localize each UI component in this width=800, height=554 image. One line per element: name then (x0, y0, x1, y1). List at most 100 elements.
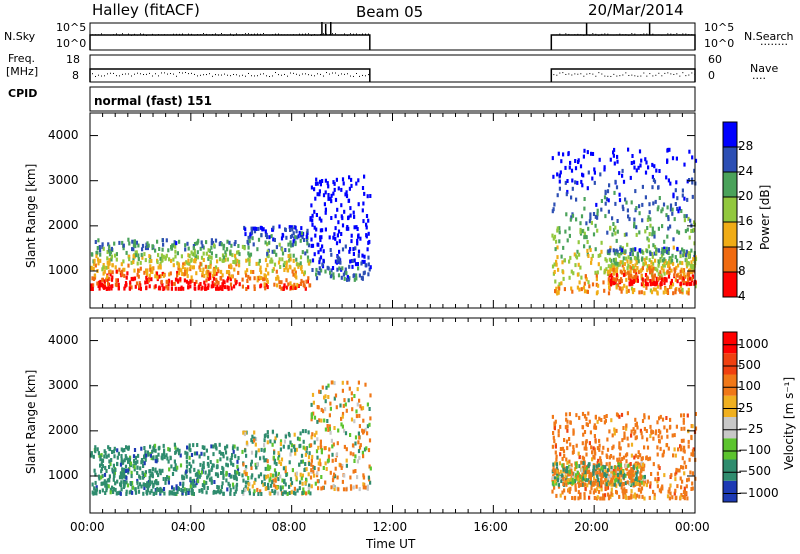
velocity-cell (196, 479, 199, 484)
power-cell (329, 196, 332, 201)
power-cell (669, 281, 672, 286)
velocity-cell (252, 491, 255, 496)
velocity-scale-tick-label: 1000 (738, 336, 769, 351)
velocity-cell (192, 443, 195, 448)
velocity-cell (642, 482, 645, 487)
velocity-cell (279, 474, 282, 479)
nsearch-dot (233, 34, 234, 36)
velocity-cell (645, 456, 648, 461)
power-scale-tick-label: 28 (738, 139, 754, 153)
velocity-ylabel: Slant Range [km] (24, 369, 38, 474)
power-cell (108, 261, 111, 266)
power-cell (307, 261, 310, 266)
power-cell (266, 285, 269, 290)
power-cell (165, 253, 168, 258)
velocity-cell (263, 438, 266, 443)
power-cell (202, 258, 205, 262)
power-cell (289, 240, 292, 245)
velocity-cell (105, 486, 108, 491)
power-cell (347, 198, 351, 203)
power-cell (353, 214, 356, 219)
power-cell (222, 243, 226, 248)
velocity-cell (241, 489, 244, 494)
power-cell (367, 272, 370, 277)
velocity-cell (624, 473, 627, 478)
power-cell (250, 226, 253, 231)
power-cell (579, 221, 582, 226)
nsearch-dot (368, 33, 369, 35)
power-cell (680, 209, 683, 213)
velocity-cell (230, 461, 233, 466)
velocity-cell (193, 467, 196, 472)
power-cell (336, 207, 339, 212)
velocity-cell (304, 446, 307, 451)
power-cell (199, 282, 202, 286)
power-cell (178, 267, 181, 272)
velocity-scale-frame (722, 331, 738, 503)
velocity-cell (343, 428, 346, 433)
power-cell (247, 245, 250, 250)
power-cell (204, 264, 207, 269)
power-cell (361, 208, 364, 213)
power-cell (612, 222, 615, 226)
power-cell (111, 284, 114, 289)
power-cell (303, 284, 306, 289)
velocity-cell (584, 474, 587, 479)
nave-dot (125, 73, 126, 75)
power-cell (638, 290, 641, 295)
power-cell (653, 244, 657, 249)
power-scale-tick-label: 4 (738, 289, 746, 303)
velocity-cell (623, 431, 626, 436)
nsearch-dot (308, 33, 309, 35)
power-cell (345, 190, 348, 195)
velocity-cell (251, 484, 254, 489)
power-cell (196, 255, 199, 260)
velocity-cell (565, 466, 568, 471)
velocity-cell (562, 467, 565, 472)
velocity-cell (635, 435, 638, 440)
power-cell (169, 271, 172, 276)
power-cell (689, 218, 692, 223)
power-scale-tick-label: 8 (738, 264, 746, 278)
power-cell (690, 248, 693, 253)
nsearch-dot (173, 33, 174, 35)
power-cell (635, 206, 638, 210)
power-cell (228, 240, 231, 245)
velocity-cell (666, 428, 669, 433)
velocity-cell (649, 424, 652, 429)
power-cell (677, 209, 680, 214)
power-cell (233, 267, 236, 272)
power-cell (217, 286, 221, 291)
nave-dot (107, 73, 108, 75)
velocity-cell (154, 467, 157, 472)
power-cell (596, 228, 599, 233)
velocity-cell (145, 453, 148, 458)
velocity-cell (591, 457, 594, 462)
velocity-cell (271, 429, 274, 434)
velocity-cell (192, 459, 195, 464)
nave-dot (688, 74, 690, 76)
power-cell (682, 276, 685, 281)
power-cell (683, 272, 686, 277)
velocity-cell (354, 435, 358, 440)
velocity-cell (684, 492, 687, 497)
velocity-cell (584, 482, 587, 487)
velocity-cell (185, 474, 188, 479)
velocity-cell (565, 412, 568, 417)
velocity-cell (124, 464, 128, 469)
nave-dot (646, 75, 648, 77)
velocity-cell (572, 445, 575, 449)
nsearch-dot (571, 34, 573, 36)
nsearch-tick-bottom: 10^0 (704, 37, 735, 50)
power-cell (646, 282, 649, 287)
power-cell (355, 181, 358, 186)
power-cell (604, 189, 607, 194)
power-cell (300, 266, 303, 271)
velocity-cell (569, 420, 572, 425)
power-cell (227, 270, 230, 275)
power-cell (266, 235, 269, 240)
velocity-cell (680, 426, 683, 431)
power-cell (174, 244, 177, 249)
velocity-cell (260, 492, 263, 496)
power-cell (189, 284, 192, 289)
